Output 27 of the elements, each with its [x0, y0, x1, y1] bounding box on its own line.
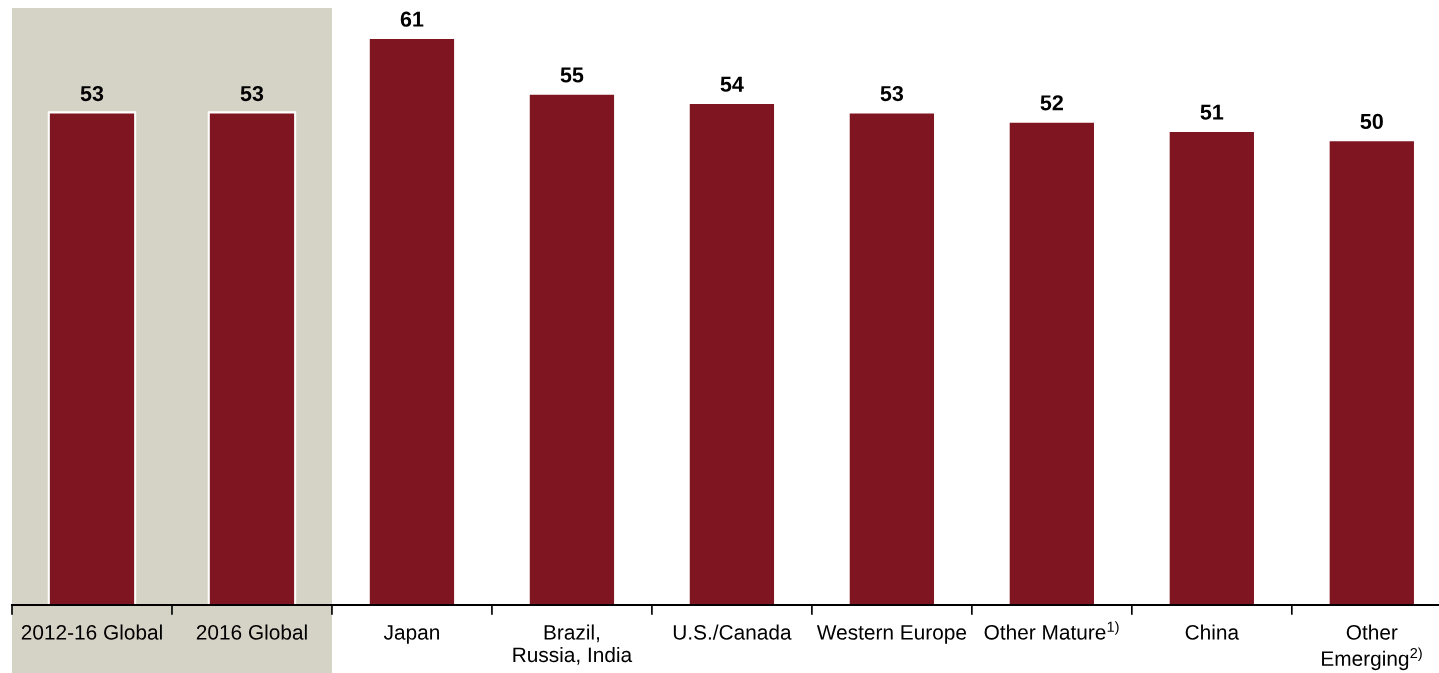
bar [687, 102, 777, 605]
bar [527, 92, 617, 605]
data-label: 53 [240, 85, 264, 102]
x-tick-label: Other Emerging$^{2)}$ [1322, 624, 1422, 671]
data-label: 51 [1200, 104, 1224, 120]
x-tick-label: Japan [383, 625, 439, 644]
data-label: 53 [80, 85, 104, 102]
data-label: 55 [560, 67, 584, 83]
data-label: 61 [400, 11, 424, 27]
bar [47, 111, 137, 605]
x-tick-label: Other Mature$^{1)}$ [984, 621, 1119, 640]
bar [847, 111, 937, 605]
bar [367, 36, 457, 605]
data-label: 52 [1040, 95, 1063, 111]
bar [207, 111, 297, 605]
x-tick-label: 2012-16 Global [21, 624, 162, 640]
x-tick-label: U.S./Canada [673, 624, 792, 640]
x-tick-label: Western Europe [816, 625, 967, 644]
x-tick-label: Brazil, Russia, India [513, 624, 633, 665]
data-label: 54 [720, 76, 744, 92]
bar [1327, 139, 1417, 605]
x-tick-label: China [1185, 624, 1240, 640]
data-label: 53 [880, 85, 904, 102]
x-tick-label: 2016 Global [196, 624, 307, 640]
data-label: 50 [1360, 113, 1383, 130]
bar [1007, 120, 1097, 605]
bar [1167, 129, 1257, 605]
